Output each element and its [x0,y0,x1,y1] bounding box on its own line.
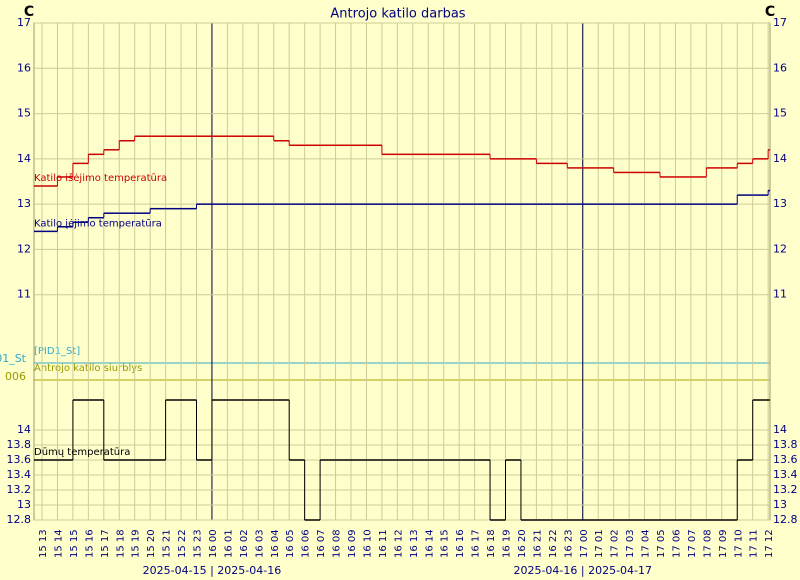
x-tick-label: 17 05 [656,529,667,558]
x-tick-label: 16 21 [532,529,543,558]
x-tick-label: 16 15 [440,529,451,558]
y-tick-label: 13 [773,197,787,210]
x-tick-label: 17 08 [702,529,713,558]
legend-label: Dūmų temperatūra [34,447,130,458]
x-tick-label: 16 16 [455,529,466,558]
x-tick-label: 16 08 [332,529,343,558]
y-tick-label: 12 [773,242,787,255]
y-tick-label: 13.8 [7,438,32,451]
annotation: 01_St [0,352,27,365]
x-tick-label: 16 20 [517,529,528,558]
y-tick-label: 12 [17,242,31,255]
x-tick-label: 16 09 [347,529,358,558]
y-tick-label: 14 [773,152,787,165]
y-tick-label: 17 [17,16,31,29]
x-tick-label: 16 01 [223,529,234,558]
x-tick-label: 16 22 [548,529,559,558]
x-tick-label: 16 19 [502,529,513,558]
x-tick-label: 15 14 [53,529,64,558]
x-tick-label: 15 18 [115,529,126,558]
y-tick-label: 16 [17,61,31,74]
y-tick-label: 15 [17,107,31,120]
y-tick-label: 13.8 [773,438,798,451]
y-tick-label: 11 [773,288,787,301]
x-tick-label: 17 11 [749,529,760,558]
x-tick-label: 16 18 [486,529,497,558]
y-tick-label: 15 [773,107,787,120]
x-tick-label: 17 03 [625,529,636,558]
y-tick-label: 13.4 [7,468,32,481]
date-label: 2025-04-15 | 2025-04-16 [143,564,282,577]
x-tick-label: 17 04 [641,529,652,558]
x-tick-label: 15 22 [177,529,188,558]
y-tick-label: 11 [17,288,31,301]
x-tick-label: 16 13 [409,529,420,558]
y-tick-label: 13.6 [7,453,32,466]
legend-label: Katilo įėjimo temperatūra [34,218,162,229]
x-tick-label: 16 04 [270,529,281,558]
y-unit: C [765,4,775,20]
legend-label: Katilo išėjimo temperatūra [34,172,167,184]
x-tick-label: 16 10 [362,529,373,558]
x-tick-label: 17 01 [594,529,605,558]
x-tick-label: 16 02 [239,529,250,558]
x-tick-label: 15 23 [193,529,204,558]
x-tick-label: 15 15 [69,529,80,558]
x-tick-label: 15 21 [162,529,173,558]
x-tick-label: 17 10 [733,529,744,558]
y-tick-label: 16 [773,61,787,74]
y-unit: C [24,4,34,20]
y-tick-label: 13.2 [773,483,798,496]
y-tick-label: 13.2 [7,483,32,496]
x-tick-label: 16 05 [285,529,296,558]
y-tick-label: 13 [773,498,787,511]
x-tick-label: 16 03 [254,529,265,558]
x-tick-label: 15 17 [100,529,111,558]
x-tick-label: 16 11 [378,529,389,558]
x-tick-label: 15 19 [131,529,142,558]
x-tick-label: 16 06 [301,529,312,558]
x-tick-label: 17 12 [764,529,775,558]
annotation: 006 [5,370,26,383]
x-tick-label: 16 00 [208,529,219,558]
y-tick-label: 13.6 [773,453,798,466]
x-tick-label: 17 09 [718,529,729,558]
x-tick-label: 16 17 [471,529,482,558]
x-tick-label: 16 23 [563,529,574,558]
x-tick-label: 15 16 [84,529,95,558]
x-tick-label: 16 07 [316,529,327,558]
x-tick-label: 17 06 [671,529,682,558]
y-tick-label: 14 [17,152,31,165]
y-tick-label: 17 [773,16,787,29]
x-tick-label: 17 02 [610,529,621,558]
y-tick-label: 13.4 [773,468,798,481]
y-tick-label: 14 [773,423,787,436]
y-tick-label: 12.8 [7,513,32,526]
y-tick-label: 12.8 [773,513,798,526]
x-tick-label: 17 00 [579,529,590,558]
x-tick-label: 17 07 [687,529,698,558]
date-label: 2025-04-16 | 2025-04-17 [513,564,652,577]
y-tick-label: 13 [17,197,31,210]
x-tick-label: 15 13 [38,529,49,558]
x-tick-label: 15 20 [146,529,157,558]
y-tick-label: 14 [17,423,31,436]
y-tick-label: 13 [17,498,31,511]
x-tick-label: 16 14 [424,529,435,558]
x-tick-label: 16 12 [393,529,404,558]
chart-title: Antrojo katilo darbas [330,7,465,22]
